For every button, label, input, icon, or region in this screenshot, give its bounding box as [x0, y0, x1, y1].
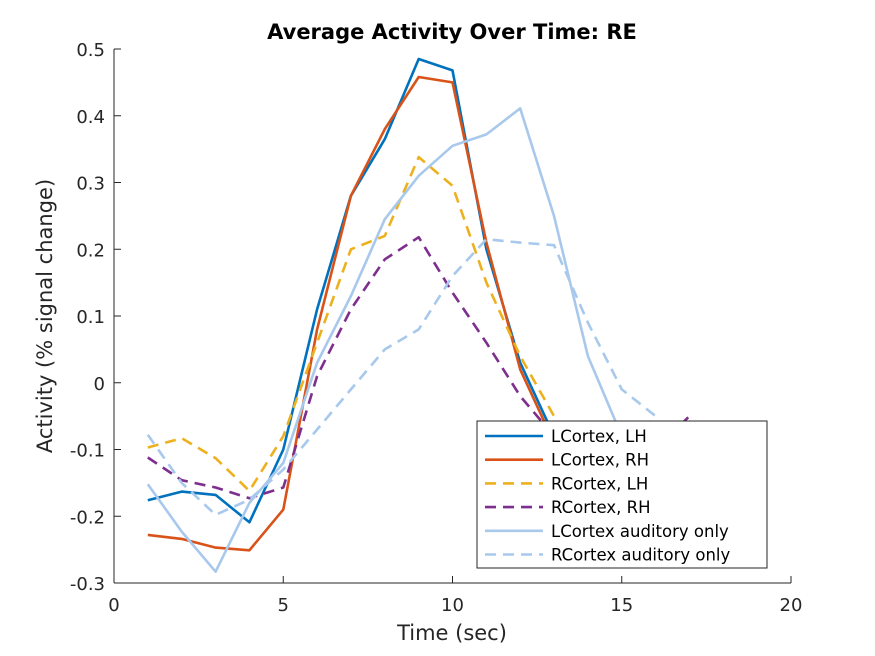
y-tick-label: 0.5 [76, 40, 105, 61]
x-tick-label: 5 [278, 595, 289, 616]
legend-label: RCortex auditory only [551, 546, 731, 565]
y-axis-label: Activity (% signal change) [33, 179, 57, 453]
y-tick-label: 0.4 [76, 107, 105, 128]
series-line-6 [146, 237, 657, 517]
y-tick-label: -0.1 [70, 441, 105, 462]
legend-label: LCortex auditory only [551, 522, 729, 541]
x-tick-label: 10 [441, 595, 464, 616]
x-tick-label: 15 [610, 595, 633, 616]
y-tick-label: 0.3 [76, 174, 105, 195]
legend-label: RCortex, RH [551, 498, 651, 517]
y-tick-label: -0.2 [70, 507, 105, 528]
legend: LCortex, LH LCortex, RH RCortex, LH RCortex… [476, 420, 768, 569]
legend-label: LCortex, LH [551, 427, 647, 446]
legend-box [476, 420, 768, 569]
x-axis-label: Time (sec) [396, 621, 507, 645]
x-tick-label: 20 [780, 595, 803, 616]
x-tick-label: 0 [108, 595, 119, 616]
y-tick-label: 0.1 [76, 307, 105, 328]
axes: 0 5 10 15 20 -0.3 -0.2 -0.1 0 0.1 0.2 0.3 0.4 0.5 [70, 40, 803, 616]
legend-label: LCortex, RH [551, 451, 649, 470]
series-line-3 [147, 155, 556, 493]
legend-label: RCortex, LH [551, 474, 648, 493]
y-tick-label: 0 [94, 374, 105, 395]
series-line-2 [147, 75, 556, 552]
chart-title: Average Activity Over Time: RE [267, 20, 637, 44]
y-tick-label: 0.2 [76, 240, 105, 261]
y-tick-label: -0.3 [70, 574, 105, 595]
series-line-5 [146, 107, 623, 574]
